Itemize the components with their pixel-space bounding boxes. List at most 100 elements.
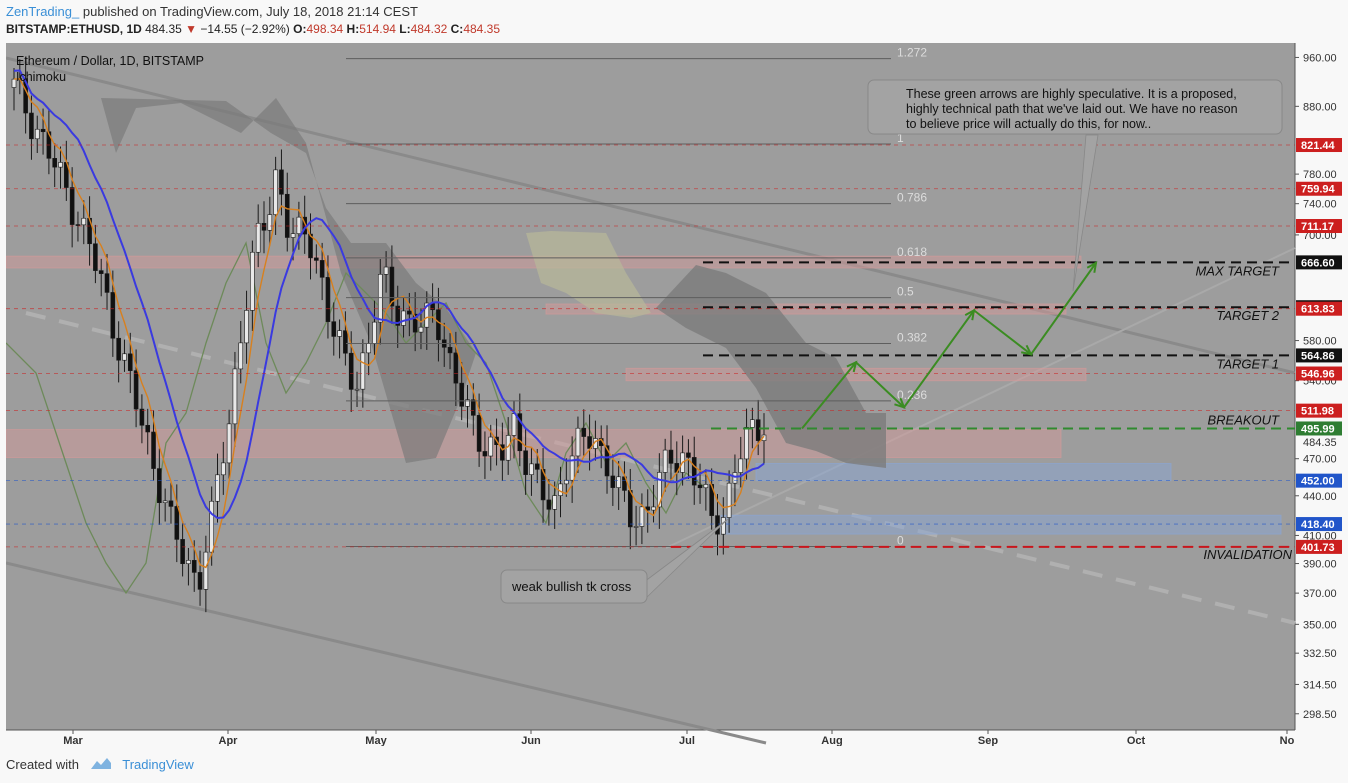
candle <box>337 330 342 337</box>
candle <box>191 560 197 573</box>
candle <box>221 462 226 476</box>
price-label-box <box>1296 366 1342 381</box>
candle <box>122 353 127 361</box>
candle <box>453 352 459 384</box>
candle <box>348 352 354 390</box>
candle <box>75 224 81 226</box>
candle <box>133 370 139 410</box>
y-tick-label: 470.00 <box>1303 454 1337 466</box>
support-zone-upper <box>755 463 1172 482</box>
tradingview-brand[interactable]: TradingView <box>122 757 194 772</box>
publish-info: published on TradingView.com, July 18, 2… <box>82 4 418 19</box>
candle <box>203 551 209 590</box>
price-label: 546.96 <box>1301 369 1335 381</box>
y-tick-label: 332.50 <box>1303 648 1337 660</box>
time-axis-background <box>6 730 1295 746</box>
tradingview-logo-icon <box>89 757 113 774</box>
candle <box>34 128 40 140</box>
candle <box>552 495 557 510</box>
candle <box>546 499 552 510</box>
candle <box>639 506 645 527</box>
candle <box>627 490 633 528</box>
price-label: 418.40 <box>1301 519 1335 531</box>
legend-title: Ethereum / Dollar, 1D, BITSTAMP <box>16 54 204 68</box>
candle <box>686 452 691 458</box>
candle <box>98 270 104 274</box>
last-price: 484.35 <box>145 22 182 36</box>
candle <box>244 310 249 344</box>
candle <box>232 368 238 425</box>
price-label-box <box>1296 517 1342 532</box>
candle <box>81 217 87 226</box>
y-tick-label: 740.00 <box>1303 199 1337 211</box>
candle <box>145 424 151 433</box>
fib-level-label: 0 <box>897 534 904 548</box>
candle <box>151 431 156 469</box>
price-label: 666.60 <box>1301 257 1335 269</box>
candle <box>662 449 668 473</box>
close-label: C: <box>450 22 464 36</box>
candle <box>604 445 610 477</box>
candles-group <box>11 56 767 613</box>
created-with-text: Created with <box>6 757 79 772</box>
y-tick-label: 780.00 <box>1303 169 1337 181</box>
price-label: 401.73 <box>1301 542 1335 554</box>
price-label-box <box>1296 403 1342 418</box>
candle <box>401 310 406 326</box>
low-label: L: <box>399 22 411 36</box>
candle <box>744 427 749 460</box>
x-tick-label: Sep <box>978 735 998 746</box>
fib-level-label: 1.272 <box>897 46 927 60</box>
candle <box>162 500 168 503</box>
candle <box>436 309 441 341</box>
candle <box>40 128 46 133</box>
candle <box>93 243 98 271</box>
candle <box>616 476 621 488</box>
candle <box>226 423 232 464</box>
price-label-box <box>1296 219 1342 234</box>
candle <box>755 419 761 441</box>
candle <box>581 427 587 437</box>
candle <box>250 251 255 311</box>
candle <box>529 463 534 475</box>
candle <box>447 347 453 354</box>
plot-background <box>6 43 1295 730</box>
ichimoku-cloud-bull <box>526 231 651 318</box>
open-label: O: <box>293 22 307 36</box>
candle <box>738 458 744 473</box>
x-tick-label: No <box>1280 735 1295 746</box>
candle <box>412 313 418 333</box>
symbol-name: BITSTAMP:ETHUSD, 1D <box>6 22 142 36</box>
candle <box>58 162 63 168</box>
candle <box>657 472 662 508</box>
candle <box>267 214 273 231</box>
candle <box>407 310 412 315</box>
candle <box>645 506 651 511</box>
x-tick-label: May <box>365 735 387 746</box>
candle <box>750 419 755 428</box>
author-link[interactable]: ZenTrading_ <box>6 4 80 19</box>
y-tick-label: 370.00 <box>1303 588 1337 600</box>
price-label: 511.98 <box>1301 406 1334 418</box>
chart-area[interactable]: 1.272 1 0.786 0.618 0.5 0.382 0.236 0 MAX TARGET… <box>5 43 1342 747</box>
candle <box>732 472 738 484</box>
candle <box>500 444 505 461</box>
candle <box>534 463 540 470</box>
projected-path-arrowhead <box>1021 344 1033 356</box>
candle <box>255 222 261 253</box>
price-label: 759.94 <box>1301 184 1336 196</box>
candle <box>116 337 121 361</box>
candle <box>372 321 377 344</box>
price-label-box <box>1296 301 1342 316</box>
chikou-span-line <box>5 241 707 595</box>
candle <box>139 408 145 426</box>
candle <box>703 484 709 489</box>
tk-annotation-box <box>500 569 648 604</box>
candle <box>308 233 313 259</box>
candle <box>23 78 28 114</box>
candle <box>471 399 476 416</box>
price-label-box <box>1296 539 1342 554</box>
legend-indicator: Ichimoku <box>16 70 66 84</box>
x-tick-label: Apr <box>219 735 239 746</box>
